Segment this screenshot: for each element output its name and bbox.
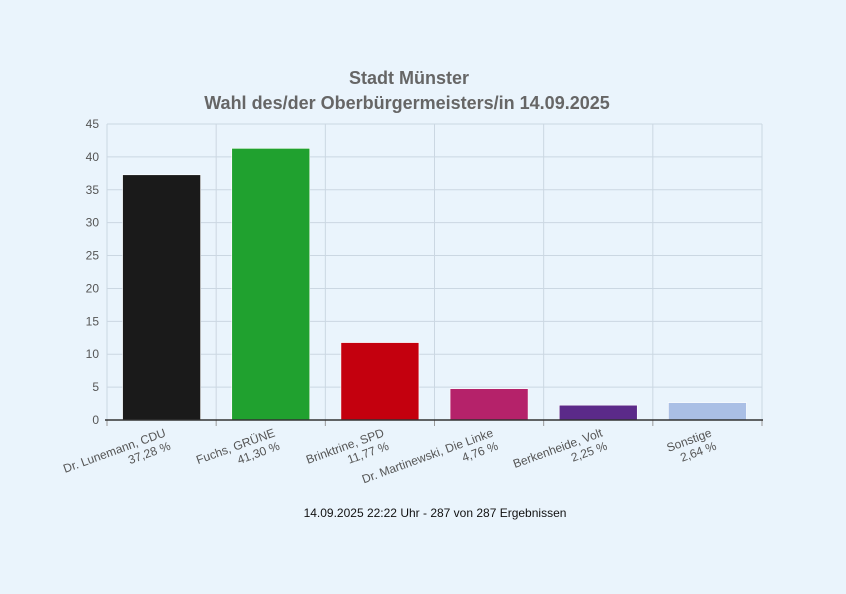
y-tick-label: 45: [86, 117, 100, 131]
y-tick-label: 30: [86, 216, 100, 230]
grid: [106, 123, 763, 426]
y-tick-label: 5: [92, 380, 99, 394]
bar[interactable]: [449, 388, 529, 421]
category-labels: Dr. Lunemann, CDU37,28 % Fuchs, GRÜNE41,3…: [61, 425, 719, 489]
y-tick-label: 25: [86, 249, 100, 263]
y-tick-label: 20: [86, 281, 100, 295]
bars: [122, 148, 747, 421]
y-tick-label: 10: [86, 347, 100, 361]
y-tick-label: 35: [86, 183, 100, 197]
x-tick-label: Dr. Lunemann, CDU37,28 %: [61, 426, 172, 489]
axes: 0 5 10 15 20 25 30 35 40 45: [86, 117, 763, 427]
y-tick-label: 40: [86, 150, 100, 164]
x-tick-label: Fuchs, GRÜNE41,30 %: [194, 426, 282, 481]
x-tick-label: Sonstige2,64 %: [665, 426, 719, 468]
bar[interactable]: [122, 174, 201, 421]
bar[interactable]: [558, 404, 638, 421]
chart-footer: 14.09.2025 22:22 Uhr - 287 von 287 Ergeb…: [304, 506, 567, 520]
y-tick-label: 0: [92, 413, 99, 427]
bar[interactable]: [668, 402, 747, 421]
y-tick-label: 15: [86, 314, 100, 328]
bar[interactable]: [231, 148, 311, 421]
bar[interactable]: [340, 342, 420, 421]
chart-title: Stadt Münster: [349, 68, 469, 88]
chart-subtitle: Wahl des/der Oberbürgermeisters/in 14.09…: [204, 93, 610, 113]
x-tick-label: Berkenheide, Volt2,25 %: [511, 425, 610, 484]
